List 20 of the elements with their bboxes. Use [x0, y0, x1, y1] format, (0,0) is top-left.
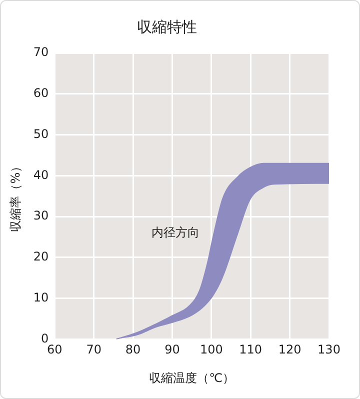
x-tick-label: 100	[200, 342, 223, 357]
x-axis-title: 収縮温度（℃）	[149, 370, 235, 385]
y-tick-label: 50	[33, 126, 49, 141]
y-tick-label: 0	[41, 331, 49, 346]
y-tick-label: 10	[33, 290, 49, 304]
x-tick-label: 90	[164, 342, 180, 357]
y-tick-label: 60	[33, 86, 49, 100]
y-axis-title: 収縮率（%）	[8, 160, 22, 232]
x-tick-label: 60	[47, 342, 62, 357]
x-tick-label: 80	[125, 342, 141, 357]
y-tick-label: 30	[33, 208, 49, 223]
y-tick-label: 70	[33, 45, 49, 60]
x-tick-label: 130	[318, 342, 340, 357]
x-tick-label: 110	[239, 342, 262, 357]
chart-title: 収縮特性	[137, 18, 197, 36]
y-tick-label: 40	[33, 168, 49, 182]
x-tick-label: 70	[86, 342, 102, 357]
annotation: 内径方向	[151, 225, 200, 240]
x-tick-label: 120	[278, 342, 302, 357]
y-tick-label: 20	[33, 250, 49, 264]
